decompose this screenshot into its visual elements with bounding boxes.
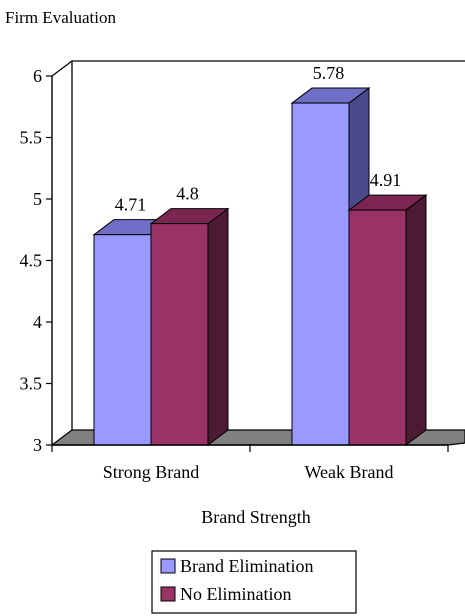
y-tick-label: 4 [33, 312, 42, 332]
y-tick-label: 5.5 [20, 128, 43, 148]
y-tick-label: 5 [33, 189, 42, 209]
data-labels: 4.71 4.8 5.78 4.91 [115, 63, 402, 215]
legend-swatch [160, 586, 176, 602]
bar-front-face [150, 223, 209, 446]
chart-title: Firm Evaluation [5, 8, 116, 27]
data-label: 4.91 [370, 170, 402, 190]
bar [149, 207, 230, 446]
y-axis: 3 3.5 4 4.5 5 5.5 6 [20, 66, 53, 455]
y-tick-label: 3 [33, 435, 42, 455]
plot-frame [51, 60, 465, 430]
y-tick-label: 4.5 [20, 251, 43, 271]
bar [347, 194, 428, 446]
data-label: 4.8 [176, 184, 199, 204]
legend-label: Brand Elimination [180, 556, 313, 576]
bar-side-face [405, 194, 427, 446]
bar-front-face [93, 234, 152, 446]
bar-side-face [207, 207, 229, 446]
legend-label: No Elimination [180, 584, 292, 604]
y-tick-label: 3.5 [20, 374, 43, 394]
data-label: 4.71 [115, 195, 147, 215]
legend-box [151, 550, 357, 614]
data-label: 5.78 [313, 63, 345, 83]
x-axis-title: Brand Strength [201, 507, 311, 527]
legend-item: Brand Elimination [160, 556, 313, 576]
legend-item: No Elimination [160, 584, 292, 604]
y-tick-label: 6 [33, 66, 42, 86]
bar-front-face [348, 209, 407, 446]
legend-swatch [160, 558, 176, 574]
x-category-label: Strong Brand [103, 462, 200, 482]
x-axis: Strong Brand Weak Brand [51, 444, 449, 482]
bar-front-face [291, 102, 350, 446]
x-category-label: Weak Brand [304, 462, 393, 482]
legend: Brand Elimination No Elimination [151, 550, 357, 614]
bars [92, 87, 428, 446]
top-corner-edge [51, 60, 73, 77]
